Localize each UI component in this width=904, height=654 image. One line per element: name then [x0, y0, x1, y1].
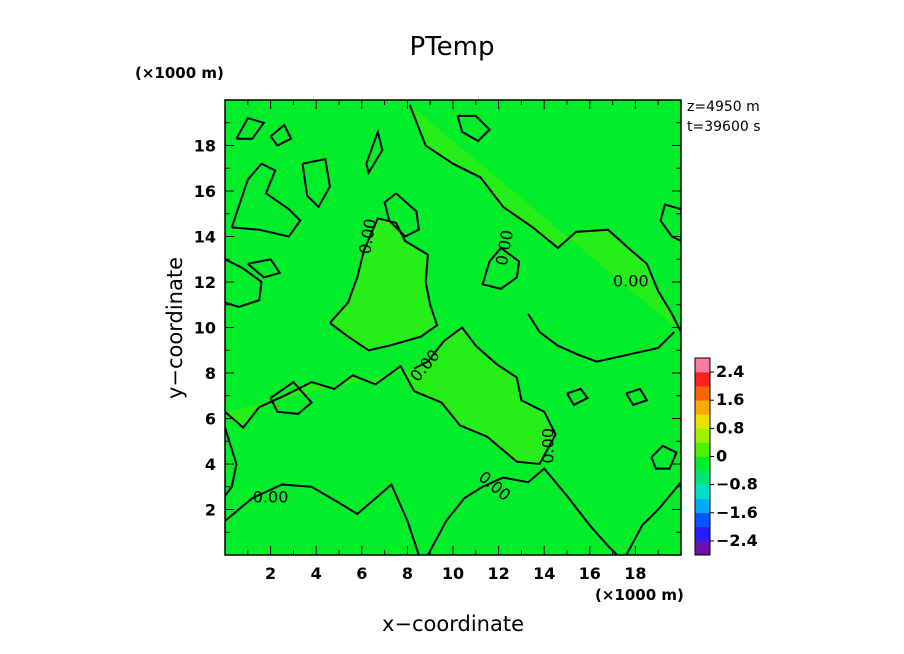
colorbar-tick-label: −1.6 [716, 503, 758, 522]
x-tick-label: 2 [265, 564, 276, 583]
colorbar-tick-label: −2.4 [716, 531, 758, 550]
colorbar-tick-label: 1.6 [716, 390, 744, 409]
colorbar-cell [695, 372, 710, 387]
contour-line [625, 481, 681, 555]
x-tick-label: 18 [624, 564, 646, 583]
colorbar-cell [695, 470, 710, 485]
contour-line [235, 117, 266, 140]
x-tick-label: 14 [533, 564, 555, 583]
contour-line [566, 387, 590, 407]
contour-line [329, 217, 439, 352]
contour-line [225, 427, 238, 497]
colorbar-cell [695, 400, 710, 415]
contour-line [269, 380, 314, 415]
y-axis-label: y−coordinate [163, 257, 187, 399]
y-tick-label: 12 [194, 273, 216, 292]
colorbar-tick-label: 0.8 [716, 418, 744, 437]
colorbar-cell [695, 414, 710, 429]
contour-line [659, 203, 681, 242]
contour-line [230, 162, 302, 238]
contour-line [481, 247, 521, 290]
warm-region [409, 104, 681, 332]
y-tick-label: 16 [194, 182, 216, 201]
y-tick-label: 4 [205, 455, 216, 474]
colorbar: 2.4 1.6 0.8 0 −0.8 −1.6 −2.4 [694, 357, 758, 556]
contour-line [408, 104, 681, 333]
colorbar-cell [695, 484, 710, 500]
plot-area: 0.000.000.000.000.000.000.00 2 4 6 8 10 12 14 1… [194, 99, 682, 583]
x-tick-label: 6 [356, 564, 367, 583]
contour-line [456, 114, 491, 143]
contour-label: 0.00 [538, 428, 557, 464]
heatmap-field [225, 100, 681, 555]
contour-lines [225, 104, 681, 555]
colorbar-cell [695, 540, 710, 556]
contour-line [625, 387, 649, 407]
x-tick-label: 8 [402, 564, 413, 583]
contour-line [527, 313, 675, 363]
colorbar-cell [695, 526, 710, 542]
colorbar-cell [695, 358, 710, 373]
colorbar-ticks: 2.4 1.6 0.8 0 −0.8 −1.6 −2.4 [710, 362, 758, 550]
annotation-z: z=4950 m [687, 99, 760, 115]
contour-line [301, 158, 331, 209]
contour-line [225, 258, 263, 309]
colorbar-tick-label: 0 [716, 447, 727, 466]
contour-line [225, 326, 557, 466]
contour-line [427, 467, 618, 555]
y-tick-label: 18 [194, 137, 216, 156]
y-axis-unit: (×1000 m) [135, 64, 224, 82]
x-tick-label: 10 [442, 564, 464, 583]
colorbar-cell [695, 512, 710, 528]
contour-line [383, 192, 420, 238]
contour-label: 0.00 [253, 488, 289, 507]
colorbar-cell [695, 428, 710, 443]
colorbar-tick-label: 2.4 [716, 362, 744, 381]
colorbar-cell [695, 386, 710, 401]
chart-title: PTemp [410, 32, 495, 62]
y-tick-label: 8 [205, 364, 216, 383]
y-tick-label: 10 [194, 319, 216, 338]
contour-line [650, 444, 678, 470]
y-tick-label: 2 [205, 501, 216, 520]
colorbar-cells [695, 358, 710, 556]
contour-line [247, 258, 282, 279]
contour-line [269, 123, 293, 147]
contour-line [365, 128, 384, 176]
x-axis-unit: (×1000 m) [595, 586, 684, 604]
contour-line [225, 482, 420, 555]
colorbar-cell [695, 442, 710, 457]
warm-region [329, 218, 437, 351]
y-axis-ticks: 2 4 6 8 10 12 14 16 18 [194, 122, 681, 533]
x-tick-label: 12 [487, 564, 509, 583]
x-tick-label: 16 [579, 564, 601, 583]
y-tick-label: 14 [194, 228, 216, 247]
x-tick-label: 4 [311, 564, 322, 583]
colorbar-cell [695, 498, 710, 514]
contour-label: 0.00 [613, 272, 649, 291]
colorbar-tick-label: −0.8 [716, 475, 758, 494]
x-axis-label: x−coordinate [382, 612, 524, 636]
x-axis-ticks: 2 4 6 8 10 12 14 16 18 [247, 100, 659, 583]
colorbar-cell [695, 456, 710, 471]
y-tick-label: 6 [205, 410, 216, 429]
annotation-t: t=39600 s [687, 119, 761, 135]
